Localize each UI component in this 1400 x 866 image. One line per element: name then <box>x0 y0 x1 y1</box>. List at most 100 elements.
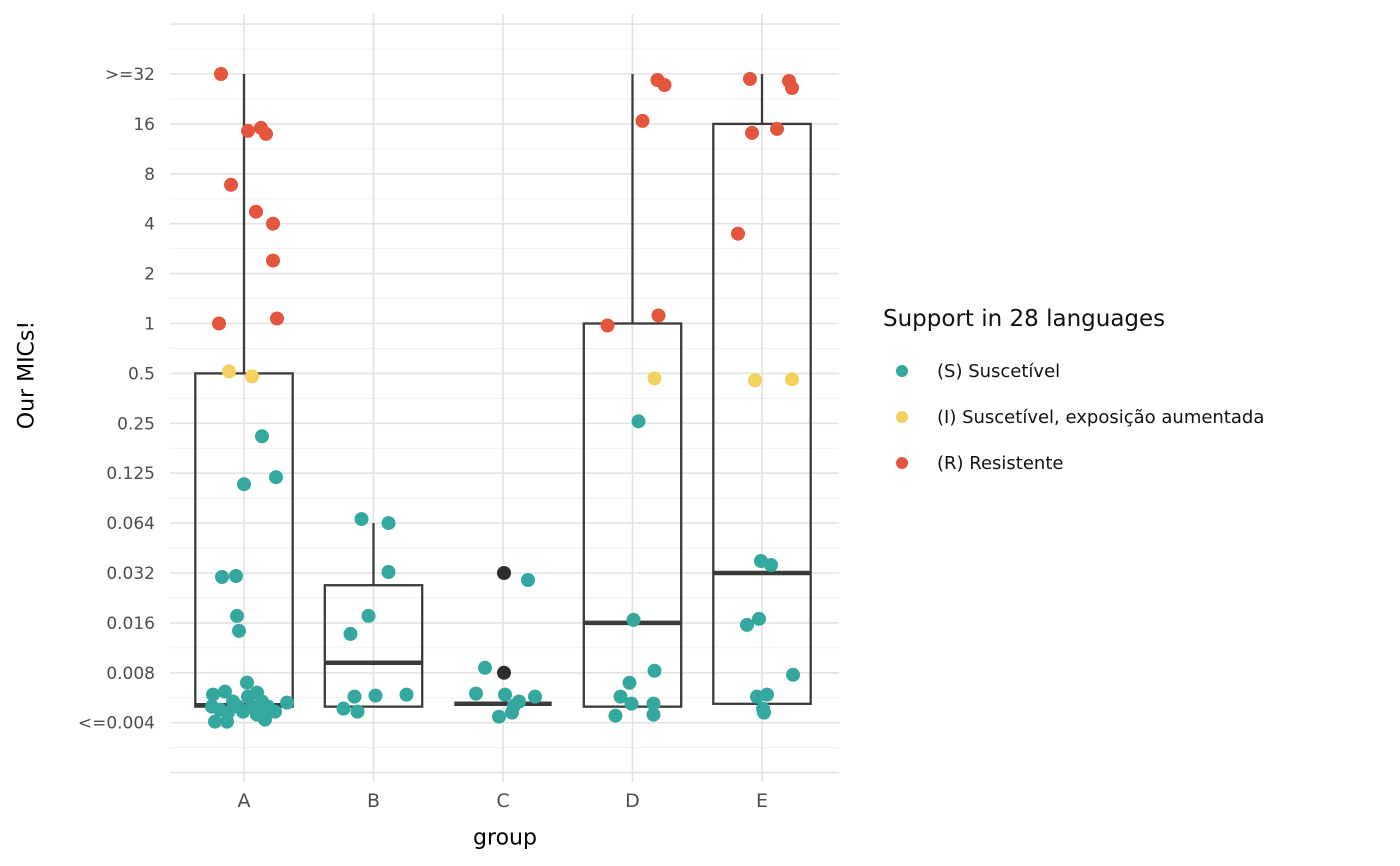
data-point-S <box>608 708 623 723</box>
legend-label-susceptible: (S) Suscetível <box>937 360 1061 382</box>
data-point-S <box>399 687 414 702</box>
y-tick-label: 0.064 <box>106 514 155 534</box>
data-point-S <box>752 611 766 626</box>
data-point-I <box>245 369 259 384</box>
data-point-S <box>354 512 369 527</box>
data-point-S <box>220 714 234 729</box>
data-point-S <box>624 696 639 711</box>
susceptible-dot-icon <box>896 365 908 377</box>
y-tick-label: 0.032 <box>106 564 155 584</box>
data-point-R <box>270 311 284 326</box>
data-point-R <box>259 126 273 141</box>
data-point-out <box>497 566 511 580</box>
resistant-dot-icon <box>896 457 908 469</box>
data-point-I <box>785 372 799 387</box>
data-point-I <box>748 373 762 388</box>
legend: Support in 28 languages (S) Suscetível (… <box>883 306 1264 486</box>
y-tick-label: 0.016 <box>106 614 155 634</box>
data-point-R <box>635 113 650 128</box>
data-point-I <box>222 364 236 379</box>
data-point-S <box>647 663 662 678</box>
y-tick-label: 8 <box>144 165 155 185</box>
data-point-S <box>258 712 272 727</box>
data-point-S <box>237 477 251 492</box>
y-tick-label: 1 <box>144 315 155 335</box>
x-axis-title: group <box>473 825 537 851</box>
data-point-S <box>757 705 771 720</box>
box-outline <box>323 584 424 708</box>
y-tick-label: 0.008 <box>106 664 155 684</box>
data-point-R <box>745 125 759 140</box>
data-point-S <box>646 707 661 722</box>
data-point-S <box>478 660 492 675</box>
y-tick-label: 2 <box>144 265 155 285</box>
data-point-S <box>350 704 365 719</box>
data-point-R <box>212 316 226 331</box>
data-point-R <box>214 67 228 81</box>
data-point-S <box>505 705 519 720</box>
data-point-S <box>492 709 506 724</box>
data-point-S <box>236 704 250 719</box>
increased-exposure-dot-icon <box>896 411 908 423</box>
data-point-R <box>266 253 280 268</box>
data-point-R <box>743 72 757 86</box>
data-point-S <box>218 684 232 699</box>
y-tick-label: 4 <box>144 215 155 235</box>
data-point-S <box>230 608 244 623</box>
data-point-S <box>215 570 229 584</box>
data-point-S <box>521 573 535 587</box>
x-tick-label: E <box>756 790 768 812</box>
y-tick-label: 0.5 <box>128 364 155 384</box>
y-tick-label: 0.25 <box>117 414 155 434</box>
legend-item-susceptible: (S) Suscetível <box>883 348 1264 394</box>
data-point-S <box>229 569 243 583</box>
data-point-S <box>631 414 646 429</box>
data-point-R <box>651 308 666 323</box>
data-point-S <box>622 675 637 690</box>
data-point-S <box>368 688 383 703</box>
legend-title: Support in 28 languages <box>883 306 1166 332</box>
data-point-S <box>205 699 219 714</box>
data-point-S <box>469 686 483 701</box>
x-tick-label: B <box>367 790 380 812</box>
data-point-S <box>347 689 362 704</box>
data-point-I <box>647 371 662 386</box>
data-point-S <box>336 701 351 716</box>
data-point-S <box>764 558 778 572</box>
y-tick-label: 0.125 <box>106 464 155 484</box>
data-point-R <box>657 78 672 92</box>
y-tick-label: <=0.004 <box>78 714 155 734</box>
data-point-R <box>785 81 799 95</box>
x-tick-label: D <box>625 790 640 812</box>
data-point-S <box>786 667 800 682</box>
data-point-S <box>381 565 396 579</box>
data-point-S <box>613 689 628 704</box>
data-point-S <box>240 675 254 690</box>
data-point-S <box>646 696 661 711</box>
data-point-S <box>740 617 754 632</box>
data-point-S <box>280 695 294 710</box>
data-point-S <box>232 623 246 638</box>
data-point-S <box>498 687 512 702</box>
data-point-S <box>361 608 376 623</box>
data-point-S <box>206 687 220 702</box>
x-tick-label: C <box>496 790 509 812</box>
y-tick-label: 16 <box>133 115 155 135</box>
data-point-S <box>255 429 269 444</box>
data-point-S <box>626 612 641 627</box>
data-point-R <box>266 216 280 231</box>
data-point-S <box>528 689 542 704</box>
data-point-R <box>731 226 745 241</box>
y-axis-title: Our MICs! <box>14 320 40 430</box>
legend-item-resistant: (R) Resistente <box>883 440 1264 486</box>
x-tick-label: A <box>238 790 251 812</box>
data-point-S <box>760 687 774 702</box>
data-point-S <box>269 470 283 485</box>
data-point-S <box>343 626 358 641</box>
data-point-S <box>208 714 222 729</box>
data-point-R <box>770 121 784 136</box>
data-point-R <box>224 177 238 192</box>
data-point-out <box>497 665 511 680</box>
